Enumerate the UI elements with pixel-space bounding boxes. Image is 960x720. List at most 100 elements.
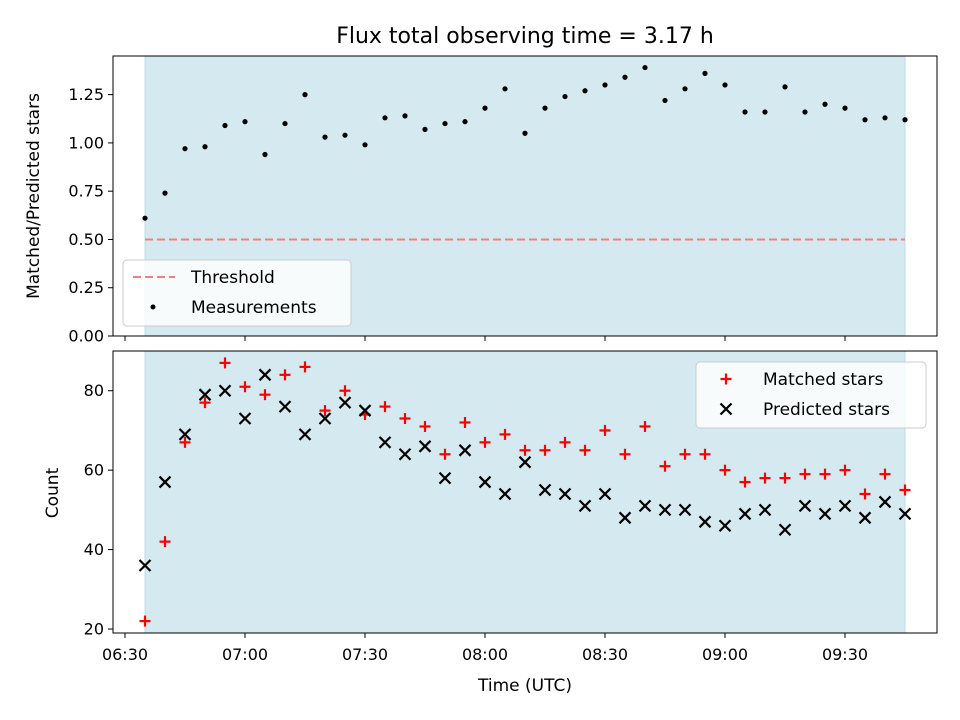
top-y-tick-label: 0.00	[68, 327, 104, 346]
measurement-point	[222, 122, 228, 129]
measurement-points	[142, 64, 908, 221]
bottom-y-tick-label: 60	[84, 461, 104, 480]
matched-star-marker	[139, 615, 151, 627]
matched-star-marker	[639, 420, 651, 432]
measurement-point	[662, 97, 668, 104]
measurement-point	[362, 142, 368, 148]
matched-star-marker	[579, 444, 591, 456]
legend-predicted-swatch	[719, 402, 733, 416]
x-axis-label: Time (UTC)	[477, 676, 572, 696]
top-y-tick-label: 0.50	[68, 230, 104, 249]
measurement-point	[722, 82, 728, 88]
top-y-label: Matched/Predicted stars	[24, 93, 44, 299]
measurement-point	[382, 115, 388, 121]
predicted-star-marker	[438, 471, 452, 485]
predicted-star-marker	[418, 440, 432, 453]
predicted-star-marker	[858, 511, 872, 525]
matched-star-marker	[659, 460, 671, 472]
matched-star-marker	[379, 401, 391, 413]
measurement-point	[422, 126, 428, 132]
measurement-point	[582, 88, 588, 94]
measurement-point	[462, 119, 468, 125]
predicted-star-marker	[338, 396, 352, 409]
matched-star-marker	[259, 389, 271, 401]
matched-star-marker	[539, 444, 551, 456]
matched-star-marker	[519, 444, 531, 456]
matched-star-marker	[739, 476, 751, 488]
measurement-point	[202, 144, 208, 150]
measurement-point	[602, 82, 608, 88]
matched-star-marker	[399, 413, 411, 425]
measurement-point	[802, 109, 808, 115]
predicted-star-marker	[178, 428, 192, 441]
matched-star-marker	[779, 472, 791, 484]
predicted-star-marker	[458, 444, 472, 457]
bottom-y-tick-label: 40	[84, 540, 104, 559]
matched-star-marker	[199, 397, 211, 409]
legend-measurement-label: Measurements	[191, 298, 317, 318]
measurement-point	[162, 190, 168, 196]
matched-star-marker	[719, 464, 731, 476]
measurement-point	[822, 101, 828, 107]
legend-x-marker	[719, 402, 733, 416]
predicted-star-marker	[318, 412, 332, 425]
matched-star-marker	[179, 436, 191, 448]
measurement-point	[522, 130, 528, 136]
matched-star-marker	[279, 369, 291, 381]
measurement-point	[782, 84, 788, 90]
bottom-legend-box	[695, 361, 927, 429]
measurement-point	[502, 86, 508, 92]
matched-star-marker	[759, 472, 771, 484]
measurement-point	[402, 113, 408, 119]
matched-star-marker	[879, 468, 891, 480]
predicted-star-marker	[258, 368, 272, 382]
predicted-star-marker	[358, 404, 372, 417]
measurement-point	[762, 109, 768, 115]
predicted-star-marker	[678, 503, 692, 517]
predicted-star-marker	[658, 503, 672, 517]
measurement-point	[482, 105, 488, 111]
top-panel: Flux total observing time = 3.17 h 0.00 0…	[24, 24, 938, 346]
bottom-x-tick-label: 09:00	[702, 645, 748, 664]
predicted-star-marker	[898, 507, 912, 521]
predicted-star-marker	[738, 507, 752, 521]
chart-title: Flux total observing time = 3.17 h	[336, 24, 714, 49]
matched-star-marker	[619, 448, 631, 460]
measurement-point	[142, 215, 148, 221]
legend-matched-swatch	[720, 373, 732, 385]
predicted-star-marker	[638, 499, 652, 513]
matched-star-marker	[439, 448, 451, 460]
top-legend-box	[122, 259, 352, 327]
bottom-x-tick-label: 08:00	[462, 645, 508, 664]
bottom-y-ticks: 20 40 60 80	[84, 381, 113, 639]
measurement-point	[322, 134, 328, 140]
predicted-star-marker	[398, 447, 412, 461]
bottom-legend: Matched stars Predicted stars	[695, 361, 927, 429]
measurement-point	[182, 146, 188, 152]
bottom-x-tick-label: 07:00	[222, 645, 268, 664]
predicted-star-marker	[558, 487, 572, 501]
predicted-star-marker	[218, 384, 232, 397]
predicted-star-marker	[538, 483, 552, 497]
measurement-point	[342, 132, 348, 138]
top-axes-frame	[112, 55, 938, 337]
measurement-point	[442, 120, 448, 127]
predicted-star-marker	[158, 475, 172, 489]
matched-star-marker	[679, 448, 691, 460]
legend-plus-marker	[720, 373, 732, 385]
predicted-star-marker	[278, 400, 292, 413]
bottom-axes-frame	[112, 350, 938, 634]
matched-star-marker	[899, 484, 911, 496]
predicted-star-marker	[298, 428, 312, 441]
predicted-star-marker	[798, 499, 812, 513]
bottom-y-tick-label: 80	[84, 381, 104, 400]
predicted-star-marker	[498, 487, 512, 501]
bottom-x-tick-label: 07:30	[342, 645, 388, 664]
matched-star-marker	[299, 361, 311, 373]
top-y-tick-label: 1.00	[68, 133, 104, 152]
top-x-ticks	[124, 336, 846, 341]
predicted-star-marker	[598, 487, 612, 501]
predicted-star-marker	[198, 388, 212, 401]
